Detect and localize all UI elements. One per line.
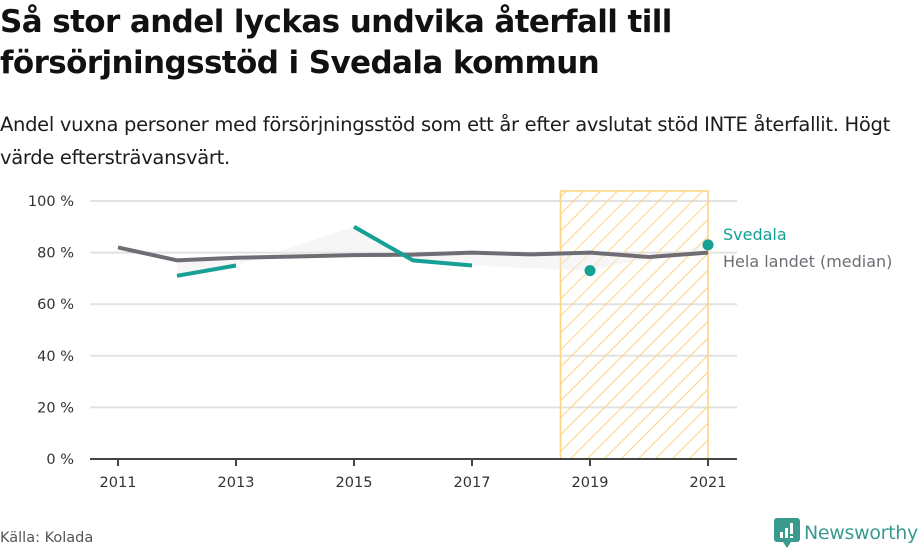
x-tick-label: 2011 [100,475,137,491]
difference-band [177,226,708,276]
y-tick-label: 0 % [46,452,74,468]
legend-label-median: Hela landet (median) [723,252,892,271]
difference-band-area [177,226,708,276]
x-tick-label: 2017 [454,475,491,491]
highlight-region [559,190,709,460]
series-line-svedala [353,225,473,268]
x-tick-label: 2021 [690,475,727,491]
chart-subtitle: Andel vuxna personer med försörjningsstö… [0,113,890,169]
series-point-svedala [584,265,596,277]
y-tick-label: 80 % [37,246,74,262]
y-tick-label: 20 % [37,400,74,416]
y-tick-label: 60 % [37,297,74,313]
series-point-svedala [702,239,714,251]
bar-chart-speech-bubble-icon [773,518,800,548]
x-tick-label: 2019 [572,475,609,491]
chart-title: Så stor andel lyckas undvika återfall ti… [0,4,672,81]
axes: 0 % 20 % 40 % 60 % 80 % 100 % 2011 2013 2015 2017… [28,194,737,491]
x-tick-label: 2013 [218,475,255,491]
series-line-median [117,245,709,263]
line-chart: 0 % 20 % 40 % 60 % 80 % 100 % 2011 2013 2015 2017… [28,190,892,491]
legend: Svedala Hela landet (median) [723,225,892,271]
y-tick-label: 40 % [37,349,74,365]
legend-label-svedala: Svedala [723,225,787,244]
series-lines [117,225,714,278]
brand-logo: Newsworthy [773,518,918,548]
source-note: Källa: Kolada [0,530,94,546]
series-line-svedala [176,263,237,278]
y-tick-label: 100 % [28,194,74,210]
brand-name: Newsworthy [803,522,918,544]
hatched-highlight-box [559,190,709,460]
x-tick-label: 2015 [336,475,373,491]
